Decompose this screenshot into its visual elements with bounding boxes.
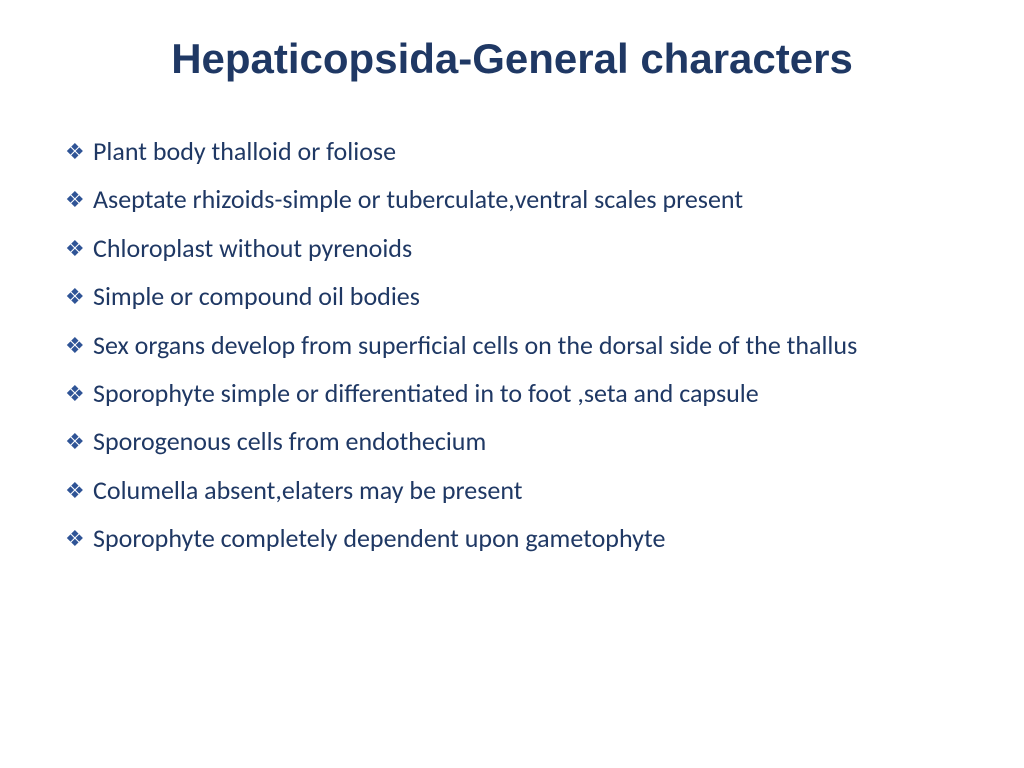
list-item: ❖ Sex organs develop from superficial ce…	[65, 327, 969, 363]
bullet-list: ❖ Plant body thalloid or foliose ❖ Asept…	[55, 133, 969, 557]
bullet-icon: ❖	[65, 476, 93, 507]
list-item: ❖ Plant body thalloid or foliose	[65, 133, 969, 169]
bullet-text: Sex organs develop from superficial cell…	[93, 327, 969, 363]
slide-title: Hepaticopsida-General characters	[55, 35, 969, 83]
bullet-text: Plant body thalloid or foliose	[93, 133, 969, 169]
bullet-icon: ❖	[65, 524, 93, 555]
bullet-text: Aseptate rhizoids-simple or tuberculate,…	[93, 181, 969, 217]
list-item: ❖ Simple or compound oil bodies	[65, 278, 969, 314]
list-item: ❖ Chloroplast without pyrenoids	[65, 230, 969, 266]
bullet-icon: ❖	[65, 185, 93, 216]
bullet-text: Sporophyte completely dependent upon gam…	[93, 520, 969, 556]
list-item: ❖ Sporogenous cells from endothecium	[65, 423, 969, 459]
bullet-text: Sporophyte simple or differentiated in t…	[93, 375, 969, 411]
bullet-icon: ❖	[65, 282, 93, 313]
list-item: ❖ Aseptate rhizoids-simple or tuberculat…	[65, 181, 969, 217]
bullet-icon: ❖	[65, 137, 93, 168]
bullet-icon: ❖	[65, 331, 93, 362]
bullet-icon: ❖	[65, 379, 93, 410]
bullet-text: Columella absent,elaters may be present	[93, 472, 969, 508]
list-item: ❖ Sporophyte simple or differentiated in…	[65, 375, 969, 411]
list-item: ❖ Sporophyte completely dependent upon g…	[65, 520, 969, 556]
list-item: ❖ Columella absent,elaters may be presen…	[65, 472, 969, 508]
bullet-icon: ❖	[65, 427, 93, 458]
bullet-icon: ❖	[65, 234, 93, 265]
bullet-text: Chloroplast without pyrenoids	[93, 230, 969, 266]
bullet-text: Sporogenous cells from endothecium	[93, 423, 969, 459]
bullet-text: Simple or compound oil bodies	[93, 278, 969, 314]
